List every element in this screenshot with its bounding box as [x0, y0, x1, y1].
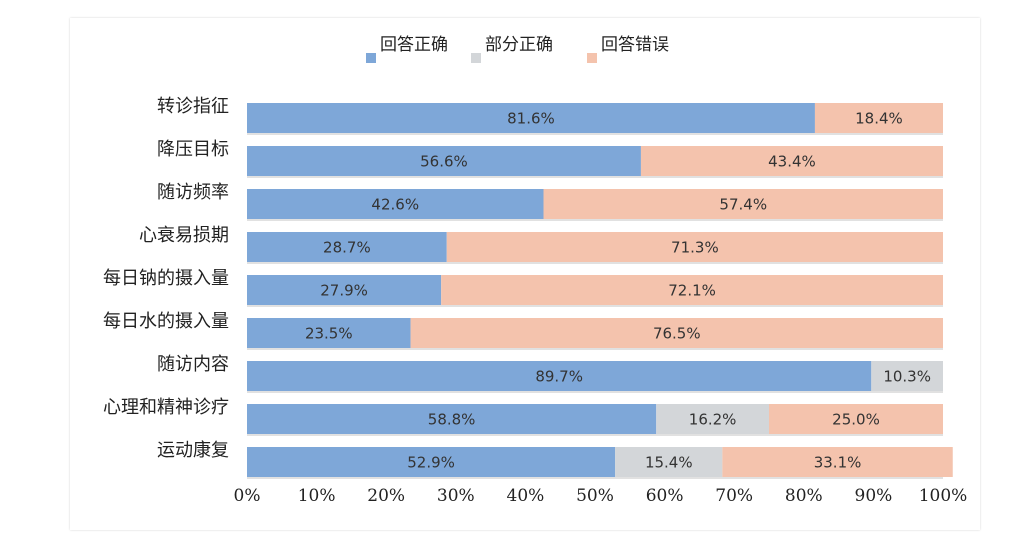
legend-swatch: [471, 53, 481, 63]
bar-segment: [814, 103, 943, 133]
category-label: 每日水的摄入量: [103, 311, 229, 332]
x-axis-ticks: 0% 10% 20% 30% 40% 50% 60% 70% 80% 90% 100%: [234, 486, 968, 506]
data-label: 27.9%: [320, 282, 368, 300]
legend-label: 部分正确: [485, 35, 553, 55]
bar-segment: [247, 275, 442, 305]
data-label: 42.6%: [371, 196, 419, 214]
data-label: 28.7%: [323, 239, 371, 257]
bar-segment: [769, 404, 943, 434]
bar-shadow: [247, 391, 943, 393]
bar-segment: [247, 318, 411, 348]
category-label: 每日钠的摄入量: [103, 268, 229, 289]
data-label: 15.4%: [645, 454, 693, 472]
x-tick-label: 30%: [437, 486, 475, 506]
bar-segment: [441, 275, 943, 305]
data-label: 10.3%: [883, 368, 931, 386]
category-label: 运动康复: [157, 440, 229, 461]
x-tick-label: 90%: [855, 486, 893, 506]
bar-segment: [247, 447, 616, 477]
legend: 回答正确 部分正确 回答错误: [366, 35, 669, 63]
data-label: 71.3%: [671, 239, 719, 257]
x-tick-label: 0%: [234, 486, 261, 506]
category-label: 随访频率: [157, 182, 229, 203]
bar-segment: [722, 447, 953, 477]
data-label: 52.9%: [407, 454, 455, 472]
legend-label: 回答错误: [601, 35, 669, 55]
x-tick-label: 40%: [507, 486, 545, 506]
data-label: 76.5%: [653, 325, 701, 343]
bar-shadow: [247, 262, 943, 264]
data-label: 25.0%: [832, 411, 880, 429]
bar-segment: [543, 189, 943, 219]
data-label: 81.6%: [507, 110, 555, 128]
legend-swatch: [587, 53, 597, 63]
data-label: 33.1%: [814, 454, 862, 472]
data-label: 72.1%: [668, 282, 716, 300]
bar-segment: [640, 146, 943, 176]
bar-segment: [247, 146, 641, 176]
x-tick-label: 100%: [919, 486, 968, 506]
bar-segment: [656, 404, 769, 434]
bar-shadow: [247, 133, 943, 135]
x-tick-label: 80%: [785, 486, 823, 506]
category-labels: 转诊指征降压目标随访频率心衰易损期每日钠的摄入量每日水的摄入量随访内容心理和精神…: [103, 96, 229, 461]
x-tick-label: 10%: [298, 486, 336, 506]
category-label: 心衰易损期: [139, 225, 229, 246]
bar-segment: [247, 232, 447, 262]
bar-shadow: [247, 176, 943, 178]
category-label: 心理和精神诊疗: [103, 397, 229, 418]
bar-segment: [446, 232, 943, 262]
bar-shadow: [247, 348, 943, 350]
data-label: 57.4%: [719, 196, 767, 214]
category-label: 转诊指征: [157, 96, 229, 117]
bar-shadow: [247, 434, 943, 436]
data-label: 18.4%: [855, 110, 903, 128]
x-tick-label: 60%: [646, 486, 684, 506]
bar-segment: [410, 318, 943, 348]
bar-segment: [247, 189, 544, 219]
x-tick-label: 20%: [367, 486, 405, 506]
x-tick-label: 70%: [715, 486, 753, 506]
bar-shadow: [247, 305, 943, 307]
data-label: 89.7%: [535, 368, 583, 386]
bar-segment: [247, 404, 657, 434]
legend-swatch: [366, 53, 376, 63]
category-label: 随访内容: [157, 354, 229, 375]
bar-segment: [247, 103, 815, 133]
bar-segment: [615, 447, 723, 477]
category-label: 降压目标: [157, 139, 229, 160]
data-label: 58.8%: [428, 411, 476, 429]
bar-shadow: [247, 477, 943, 479]
data-label: 23.5%: [305, 325, 353, 343]
bar-shadow: [247, 219, 943, 221]
bar-segment: [247, 361, 872, 391]
x-tick-label: 50%: [576, 486, 614, 506]
data-label: 16.2%: [689, 411, 737, 429]
data-label: 56.6%: [420, 153, 468, 171]
bars: 81.6% 18.4% 56.6% 43.4% 42.6% 57.4% 28.7% 71.3%…: [247, 103, 953, 479]
data-label: 43.4%: [768, 153, 816, 171]
legend-label: 回答正确: [380, 35, 448, 55]
bar-segment: [871, 361, 943, 391]
